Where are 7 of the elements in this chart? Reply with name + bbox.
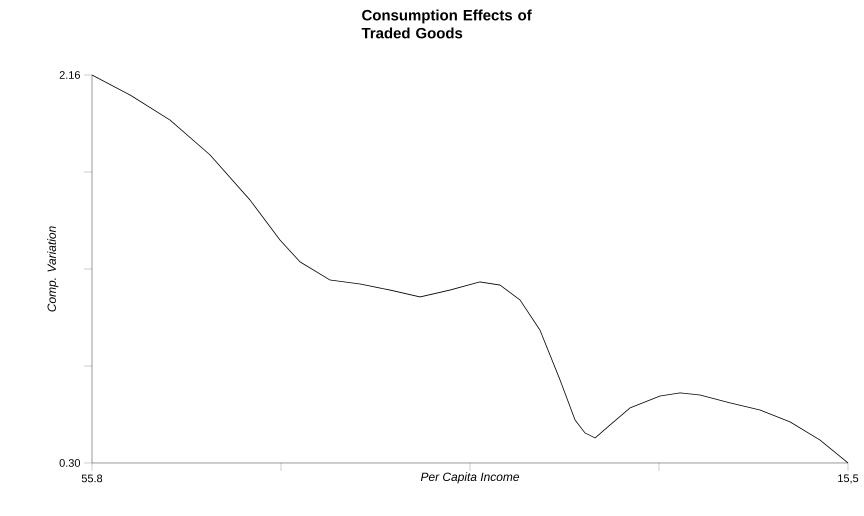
x-tick-label: 55.8: [82, 474, 102, 482]
y-tick-label: 2.16: [60, 71, 80, 79]
y-tick-label: 0.30: [60, 459, 80, 467]
chart-title: Consumption Effects of Traded Goods: [362, 10, 532, 38]
x-tick-label: 15,5: [838, 474, 858, 484]
x-axis-title: Per Capita Income: [420, 472, 520, 484]
y-axis-title: Comp. Variation: [47, 226, 58, 312]
